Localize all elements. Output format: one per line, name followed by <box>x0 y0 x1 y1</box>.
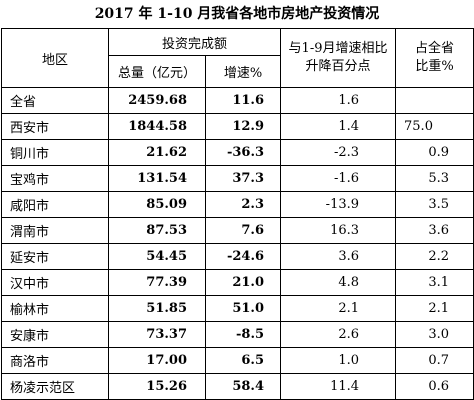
value-cell: 3.5 <box>395 191 474 218</box>
header-cell: 投资完成额 <box>107 28 282 56</box>
table-header: 地区 投资完成额 与1-9月增速相比升降百分点 占全省比重% 总量（亿元） 增速… <box>1 28 474 88</box>
region-cell: 延安市 <box>1 243 109 270</box>
value-cell: 73.37 <box>108 321 206 348</box>
value-cell: 3.6 <box>280 243 397 270</box>
table-row: 渭南市 87.53 7.6 16.3 3.6 <box>1 217 474 244</box>
value-cell: 2.1 <box>280 295 397 322</box>
table-row: 汉中市 77.39 21.0 4.8 3.1 <box>1 269 474 296</box>
value-cell: 3.1 <box>395 269 474 296</box>
region-cell: 西安市 <box>1 113 109 140</box>
value-cell: 2459.68 <box>108 87 206 114</box>
header-cell: 增速% <box>204 55 282 88</box>
value-cell: 12.9 <box>204 113 282 140</box>
value-cell: -13.9 <box>280 191 397 218</box>
region-cell: 商洛市 <box>1 347 109 374</box>
region-cell: 全省 <box>1 87 109 114</box>
header-cell: 地区 <box>1 28 109 88</box>
title: 2017 年 1-10 月我省各地市房地产投资情况 <box>94 6 380 22</box>
value-cell <box>395 87 474 114</box>
value-cell: 58.4 <box>204 373 282 400</box>
value-cell: 0.9 <box>395 139 474 166</box>
value-cell: -1.6 <box>280 165 397 192</box>
value-cell: 17.00 <box>108 347 206 374</box>
table-row: 商洛市 17.00 6.5 1.0 0.7 <box>1 347 474 374</box>
table-row: 全省 2459.68 11.6 1.6 <box>1 87 474 114</box>
value-cell: 21.0 <box>204 269 282 296</box>
region-cell: 汉中市 <box>1 269 109 296</box>
value-cell: 4.8 <box>280 269 397 296</box>
data-table: 地区 投资完成额 与1-9月增速相比升降百分点 占全省比重% 总量（亿元） 增速… <box>1 28 474 400</box>
value-cell: -24.6 <box>204 243 282 270</box>
value-cell: -36.3 <box>204 139 282 166</box>
table-row: 铜川市 21.62 -36.3 -2.3 0.9 <box>1 139 474 166</box>
region-cell: 宝鸡市 <box>1 165 109 192</box>
value-cell: 3.0 <box>395 321 474 348</box>
table-row: 宝鸡市 131.54 37.3 -1.6 5.3 <box>1 165 474 192</box>
table-row: 榆林市 51.85 51.0 2.1 2.1 <box>1 295 474 322</box>
value-cell: 131.54 <box>108 165 206 192</box>
value-cell: 2.6 <box>280 321 397 348</box>
table-row: 咸阳市 85.09 2.3 -13.9 3.5 <box>1 191 474 218</box>
table-row: 延安市 54.45 -24.6 3.6 2.2 <box>1 243 474 270</box>
value-cell: 87.53 <box>108 217 206 244</box>
value-cell: 16.3 <box>280 217 397 244</box>
table-row: 安康市 73.37 -8.5 2.6 3.0 <box>1 321 474 348</box>
value-cell: 75.0 <box>395 113 474 140</box>
region-cell: 安康市 <box>1 321 109 348</box>
value-cell: 6.5 <box>204 347 282 374</box>
header-row: 地区 投资完成额 与1-9月增速相比升降百分点 占全省比重% <box>1 28 474 88</box>
value-cell: 51.0 <box>204 295 282 322</box>
value-cell: 0.7 <box>395 347 474 374</box>
value-cell: 77.39 <box>108 269 206 296</box>
value-cell: -8.5 <box>204 321 282 348</box>
header-cell: 占全省比重% <box>395 28 474 88</box>
value-cell: 1.0 <box>280 347 397 374</box>
region-cell: 杨凌示范区 <box>1 373 109 400</box>
value-cell: 2.3 <box>204 191 282 218</box>
value-cell: 51.85 <box>108 295 206 322</box>
table-row: 西安市 1844.58 12.9 1.4 75.0 <box>1 113 474 140</box>
value-cell: 11.6 <box>204 87 282 114</box>
region-cell: 榆林市 <box>1 295 109 322</box>
value-cell: -2.3 <box>280 139 397 166</box>
value-cell: 15.26 <box>108 373 206 400</box>
header-cell: 与1-9月增速相比升降百分点 <box>280 28 397 88</box>
region-cell: 铜川市 <box>1 139 109 166</box>
region-cell: 咸阳市 <box>1 191 109 218</box>
value-cell: 2.2 <box>395 243 474 270</box>
value-cell: 2.1 <box>395 295 474 322</box>
value-cell: 21.62 <box>108 139 206 166</box>
header-row: 总量（亿元） 增速% <box>2 55 474 88</box>
value-cell: 1.4 <box>280 113 397 140</box>
value-cell: 85.09 <box>108 191 206 218</box>
value-cell: 37.3 <box>204 165 282 192</box>
value-cell: 5.3 <box>395 165 474 192</box>
value-cell: 0.6 <box>395 373 474 400</box>
region-cell: 渭南市 <box>1 217 109 244</box>
value-cell: 1844.58 <box>108 113 206 140</box>
table-body: 全省 2459.68 11.6 1.6 西安市 1844.58 12.9 1.4 75.0 铜川市… <box>1 87 474 400</box>
header-cell: 总量（亿元） <box>108 55 206 88</box>
table-row: 杨凌示范区 15.26 58.4 11.4 0.6 <box>1 373 474 400</box>
value-cell: 54.45 <box>108 243 206 270</box>
value-cell: 1.6 <box>280 87 397 114</box>
value-cell: 11.4 <box>280 373 397 400</box>
value-cell: 3.6 <box>395 217 474 244</box>
value-cell: 7.6 <box>204 217 282 244</box>
